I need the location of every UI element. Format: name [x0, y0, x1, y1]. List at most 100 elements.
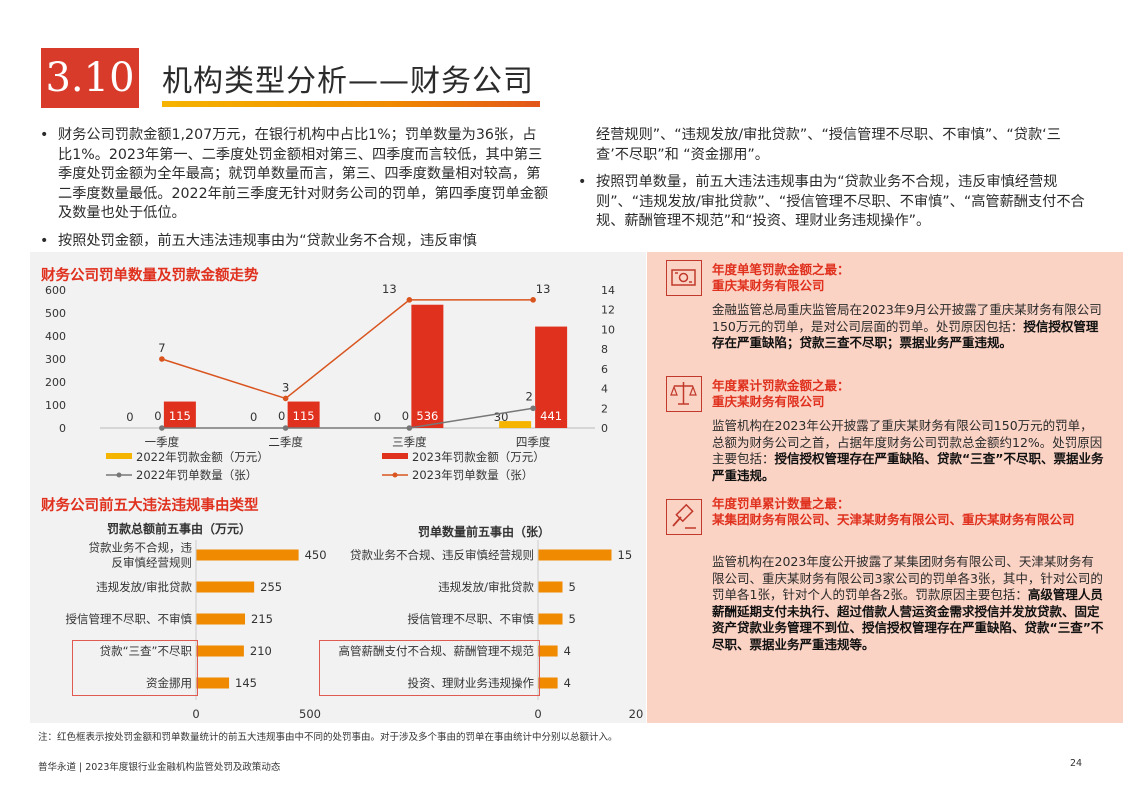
hbar — [538, 549, 612, 561]
bullet-paragraph: • 按照罚单数量，前五大违法违规事由为“贷款业务不合规，违反审慎经营规则”、“违… — [576, 173, 1091, 232]
hbar-value-label: 4 — [564, 644, 571, 658]
point-2022-label: 0 — [154, 409, 161, 423]
bullet-text: 财务公司罚款金额1,207万元，在银行机构中占比1%；罚单数量为36张，占比1%… — [58, 127, 549, 221]
y-tick-label: 500 — [45, 307, 66, 320]
count-reasons-chart: 15 贷款业务不合规、违反审慎经营规则 5 违规发放/审批贷款 5 授信管理不尽职、不审慎… — [339, 540, 644, 721]
point-2022-count — [406, 425, 413, 431]
line-2023-count — [161, 299, 534, 400]
hbar — [538, 581, 563, 593]
hbar — [196, 645, 244, 657]
hbar-value-label: 255 — [260, 580, 282, 594]
count-reasons-title: 罚单数量前五事由（张） — [418, 525, 551, 539]
feature-heading-entity: 重庆某财务有限公司 — [712, 394, 825, 409]
y2-tick-label: 2 — [601, 402, 608, 415]
x-tick-label: 20 — [629, 707, 644, 721]
bar-2022-label: 0 — [126, 410, 133, 424]
left-text-column: • 财务公司罚款金额1,207万元，在银行机构中占比1%；罚单数量为36张，占比… — [38, 126, 550, 259]
point-2022-label: 0 — [278, 409, 285, 423]
x-tick-label: 二季度 — [268, 435, 303, 449]
hbar-category-label: 违规发放/审批贷款 — [96, 580, 192, 594]
y2-tick-label: 10 — [601, 323, 615, 336]
point-2023-count — [282, 395, 289, 402]
hbar — [538, 613, 563, 625]
line-2022-count — [161, 407, 534, 429]
hbar — [196, 549, 299, 561]
feature-body: 监管机构在2023年公开披露了重庆某财务有限公司150万元的罚单，总额为财务公司… — [712, 418, 1104, 484]
footnote: 注：红色框表示按处罚金额和罚单数量统计的前五大违规事由中不同的处罚事由。对于涉及… — [38, 732, 618, 743]
bullet-dot: • — [578, 174, 587, 190]
hbar — [538, 677, 558, 689]
bar-2023-label: 115 — [293, 409, 315, 423]
feature-text: 金融监管总局重庆监管局在2023年9月公开披露了重庆某财务有限公司150万元的罚… — [712, 302, 1102, 334]
point-2022-label: 0 — [402, 409, 409, 423]
hbar-category-label: 贷款业务不合规、违反审慎经营规则 — [350, 548, 534, 562]
y2-tick-label: 8 — [601, 343, 608, 356]
x-tick-label: 四季度 — [516, 435, 551, 449]
section-number-badge: 3.10 — [41, 48, 139, 108]
feature-heading-entity: 某集团财务有限公司、天津某财务有限公司、重庆某财务有限公司 — [712, 512, 1075, 527]
point-2023-count — [159, 356, 165, 362]
title-underline — [162, 101, 540, 107]
legend-label: 2022年罚单数量（张） — [136, 468, 257, 482]
x-tick-label: 500 — [299, 707, 321, 721]
page-number: 24 — [1070, 758, 1083, 769]
gavel-icon — [666, 499, 702, 535]
amount-reasons-chart: 450 贷款业务不合规，违反审慎经营规则 255 违规发放/审批贷款 215 授信管理不尽… — [66, 540, 327, 721]
feature-heading-entity: 重庆某财务有限公司 — [712, 278, 825, 293]
hbar-category-label: 反审慎经营规则 — [112, 556, 193, 570]
right-text-column: 经营规则”、“违规发放/审批贷款”、“授信管理不尽职、不审慎”、“贷款‘三查’不… — [576, 126, 1091, 240]
feature-heading: 年度累计罚款金额之最： — [712, 378, 850, 393]
feature-heading: 年度罚单累计数量之最： — [712, 496, 850, 511]
hbar — [196, 677, 230, 689]
bar-2023 — [535, 326, 568, 428]
feature-text: 监管机构在2023年度公开披露了某集团财务有限公司、天津某财务有限公司、重庆某财… — [712, 554, 1103, 602]
feature-text: 监管机构在2023年公开披露了重庆某财务有限公司150万元的罚单，总额为财务公司… — [712, 418, 1103, 466]
legend-marker — [392, 472, 398, 478]
legend-marker — [116, 472, 122, 478]
legend-label: 2023年罚款金额（万元） — [412, 450, 545, 464]
y-tick-label: 200 — [45, 376, 66, 389]
balance-scale-icon — [666, 376, 702, 412]
hbar-value-label: 215 — [251, 612, 273, 626]
x-tick-label: 0 — [534, 707, 541, 721]
difference-highlight-box — [319, 640, 540, 696]
y-tick-label: 0 — [59, 422, 66, 435]
x-tick-label: 一季度 — [145, 435, 180, 449]
hbar-category-label: 授信管理不尽职、不审慎 — [408, 612, 535, 626]
y-tick-label: 400 — [45, 330, 66, 343]
point-2022-count — [159, 425, 165, 431]
hbar-category-label: 高管薪酬支付不合规、薪酬管理不规范 — [339, 644, 535, 658]
point-2022-count — [530, 405, 536, 412]
y2-tick-label: 0 — [601, 422, 608, 435]
bar-2022 — [499, 421, 532, 428]
point-2023-label: 13 — [382, 282, 397, 296]
feature-body: 金融监管总局重庆监管局在2023年9月公开披露了重庆某财务有限公司150万元的罚… — [712, 302, 1104, 352]
bar-2023 — [411, 304, 444, 428]
hbar-value-label: 5 — [569, 612, 576, 626]
legend-swatch — [382, 453, 408, 459]
hbar-value-label: 450 — [305, 548, 327, 562]
hbar-value-label: 4 — [564, 676, 571, 690]
amount-reasons-title: 罚款总额前五事由（万元） — [107, 522, 252, 536]
reasons-section-title: 财务公司前五大违法违规事由类型 — [41, 498, 259, 514]
point-2023-label: 3 — [282, 380, 289, 394]
bullet-paragraph: • 按照处罚金额，前五大违法违规事由为“贷款业务不合规，违反审慎 — [38, 232, 550, 252]
point-2022-count — [282, 425, 289, 431]
money-bill-icon — [666, 260, 702, 296]
bar-2023 — [163, 401, 196, 428]
feature-body: 监管机构在2023年度公开披露了某集团财务有限公司、天津某财务有限公司、重庆某财… — [712, 554, 1104, 653]
hbar-category-label: 授信管理不尽职、不审慎 — [66, 612, 193, 626]
hbar-value-label: 145 — [235, 676, 257, 690]
bullet-text: 按照处罚金额，前五大违法违规事由为“贷款业务不合规，违反审慎 — [58, 232, 477, 249]
bar-2022-label: 0 — [250, 410, 257, 424]
hbar-category-label: 资金挪用 — [146, 676, 192, 690]
footer-text: 普华永道 | 2023年度银行业金融机构监管处罚及政策动态 — [38, 762, 281, 773]
hbar-category-label: 贷款业务不合规，违 — [89, 541, 193, 555]
hbar — [196, 581, 255, 593]
x-tick-label: 0 — [192, 707, 199, 721]
difference-highlight-box — [72, 640, 198, 696]
hbar-category-label: 贷款“三查”不尽职 — [100, 644, 193, 658]
hbar-value-label: 5 — [569, 580, 576, 594]
bar-2023-label: 536 — [416, 409, 438, 423]
